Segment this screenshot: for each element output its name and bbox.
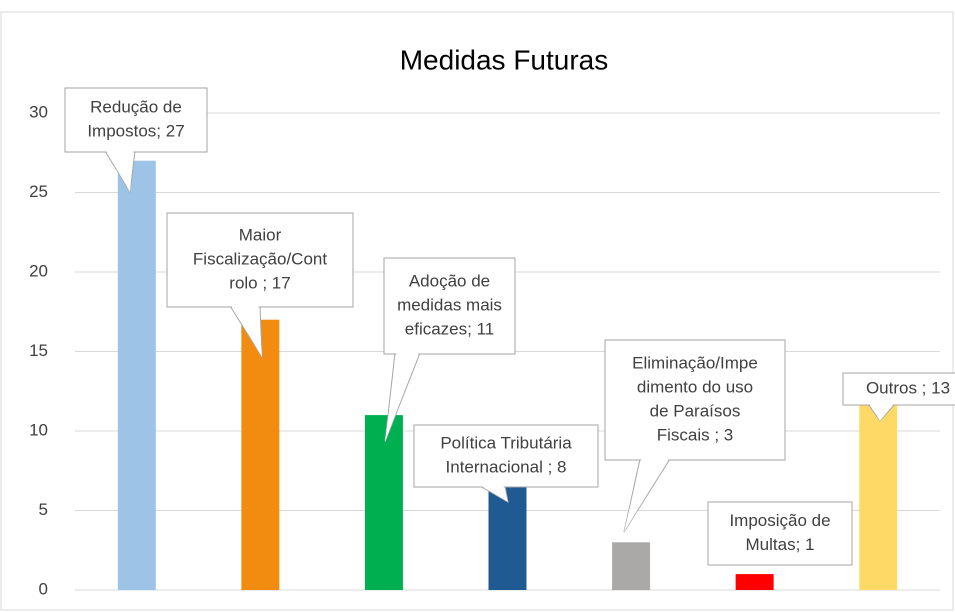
y-tick-label: 20 <box>29 261 48 280</box>
data-label: Fiscais ; 3 <box>657 425 734 444</box>
y-tick-label: 10 <box>29 420 48 439</box>
data-label: Multas; 1 <box>746 535 815 554</box>
data-label: eficazes; 11 <box>405 319 494 338</box>
y-tick-label: 0 <box>39 579 48 598</box>
y-tick-label: 30 <box>29 102 48 121</box>
callout-pointer-mask <box>231 306 262 357</box>
callout-box <box>166 212 354 308</box>
bar <box>612 542 651 590</box>
chart-title: Medidas Futuras <box>400 44 609 75</box>
data-label: Maior <box>239 225 282 244</box>
bar <box>364 415 403 590</box>
bar <box>735 574 774 590</box>
data-label: rolo ; 17 <box>229 273 290 292</box>
data-label: medidas mais <box>397 295 502 314</box>
callout-pointer-mask <box>624 459 669 532</box>
callout-box <box>413 424 599 488</box>
callout-pointer-mask <box>481 486 508 502</box>
callout-box <box>707 501 853 566</box>
bar <box>117 160 156 590</box>
data-label: Imposição de <box>729 511 830 530</box>
data-label: Internacional ; 8 <box>446 457 567 476</box>
callout-box <box>604 339 786 461</box>
data-label: dimento do uso <box>637 377 753 396</box>
data-label: Eliminação/Impe <box>632 353 758 372</box>
data-label: Fiscalização/Cont <box>193 249 327 268</box>
callout-box <box>842 372 955 406</box>
data-label: de Paraísos <box>650 401 741 420</box>
data-label: Adoção de <box>409 271 490 290</box>
callout-box <box>64 87 208 153</box>
bar <box>241 319 280 590</box>
data-label: Redução de <box>90 97 182 116</box>
data-label: Impostos; 27 <box>87 121 184 140</box>
callout-pointer-mask <box>106 151 134 192</box>
data-label: Política Tributária <box>440 433 572 452</box>
data-label: Outros ; 13 <box>866 378 950 397</box>
y-tick-label: 25 <box>29 182 48 201</box>
callout-box <box>383 257 516 355</box>
callout-pointer-mask <box>869 404 894 421</box>
callout-pointer-mask <box>385 353 419 442</box>
y-tick-label: 5 <box>39 500 48 519</box>
y-tick-label: 15 <box>29 341 48 360</box>
